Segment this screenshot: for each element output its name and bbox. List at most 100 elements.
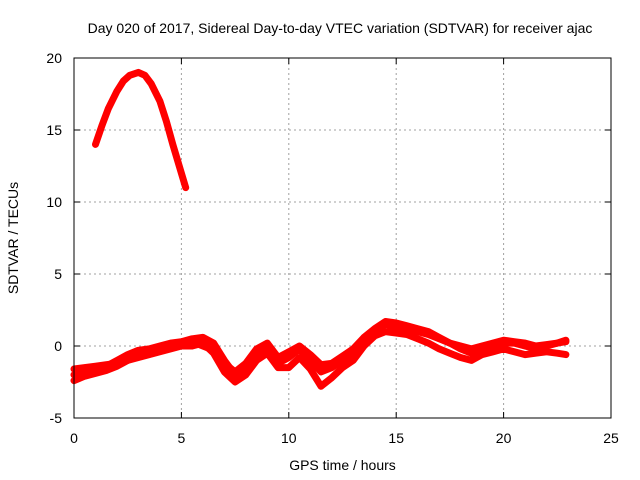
y-tick-label: 15 xyxy=(46,122,62,138)
data-point xyxy=(468,357,475,364)
data-point xyxy=(264,350,271,357)
data-point xyxy=(414,325,421,332)
data-point xyxy=(425,328,432,335)
plot-frame xyxy=(73,57,612,419)
data-point xyxy=(221,360,228,367)
data-point xyxy=(562,337,570,344)
data-point xyxy=(339,352,346,360)
data-point xyxy=(543,341,550,348)
data-point xyxy=(92,362,99,370)
data-point xyxy=(156,98,164,105)
data-point xyxy=(188,338,196,345)
data-point xyxy=(210,347,217,354)
data-point xyxy=(435,345,443,353)
data-point xyxy=(360,334,368,341)
data-point xyxy=(141,72,149,79)
data-point xyxy=(468,345,475,353)
x-tick-label: 5 xyxy=(178,430,186,446)
x-tick-label: 15 xyxy=(388,430,404,446)
data-point xyxy=(105,105,112,112)
data-point xyxy=(178,339,185,347)
axis-ticks: 0 5 10 15 20 25 -5 0 5 10 15 20 xyxy=(46,50,619,446)
data-point xyxy=(307,365,314,373)
data-point xyxy=(285,364,292,371)
data-point xyxy=(521,339,529,347)
data-point xyxy=(145,348,153,355)
data-point xyxy=(328,360,335,367)
data-point xyxy=(414,335,421,342)
y-tick-label: 20 xyxy=(46,50,62,66)
chart-title: Day 020 of 2017, Sidereal Day-to-day VTE… xyxy=(88,20,593,36)
data-point xyxy=(489,339,497,347)
data-point xyxy=(126,72,134,79)
data-point xyxy=(317,361,325,368)
data-point xyxy=(135,351,142,358)
data-point xyxy=(350,345,357,353)
data-point xyxy=(435,334,443,341)
data-point xyxy=(328,374,335,381)
data-point xyxy=(81,364,88,371)
data-point xyxy=(457,354,464,361)
y-tick-label: 10 xyxy=(46,194,62,210)
data-point xyxy=(242,371,250,378)
data-point xyxy=(169,141,177,148)
data-point xyxy=(500,337,507,344)
data-point xyxy=(543,348,550,355)
x-tick-label: 0 xyxy=(70,430,78,446)
data-point xyxy=(163,118,170,125)
y-tick-label: 0 xyxy=(54,338,62,354)
data-point xyxy=(554,339,561,347)
data-point xyxy=(120,77,127,85)
data-point xyxy=(425,339,432,347)
data-point xyxy=(81,373,88,380)
data-point xyxy=(500,345,507,353)
data-point xyxy=(199,342,207,350)
data-point xyxy=(307,351,314,358)
data-point xyxy=(562,351,570,358)
data-point xyxy=(489,348,497,355)
data-point xyxy=(182,184,189,191)
data-point xyxy=(532,350,540,357)
data-point xyxy=(264,339,271,347)
data-point xyxy=(285,348,292,355)
data-point xyxy=(339,364,346,371)
x-axis-title: GPS time / hours xyxy=(289,457,396,473)
data-point xyxy=(317,383,325,390)
data-point xyxy=(382,328,389,335)
data-point xyxy=(317,368,325,376)
series-layer xyxy=(70,68,570,390)
data-point xyxy=(554,350,561,357)
data-point xyxy=(253,345,260,353)
data-point xyxy=(98,122,106,129)
data-point xyxy=(382,318,389,325)
data-point xyxy=(521,351,529,358)
data-point xyxy=(393,319,400,327)
data-point xyxy=(103,367,110,374)
series-arc-1 xyxy=(92,68,190,192)
y-tick-label: 5 xyxy=(54,266,62,282)
data-point xyxy=(511,338,518,345)
data-point xyxy=(124,357,131,364)
x-tick-label: 20 xyxy=(496,430,512,446)
data-point xyxy=(135,69,142,76)
data-point xyxy=(532,342,540,350)
data-point xyxy=(167,342,174,350)
data-point xyxy=(511,348,518,355)
data-point xyxy=(393,329,400,337)
data-point xyxy=(221,368,228,376)
data-point xyxy=(371,325,378,332)
data-point xyxy=(274,364,282,371)
data-point xyxy=(210,339,217,347)
data-point xyxy=(113,360,121,367)
data-point xyxy=(296,342,303,350)
data-point xyxy=(156,345,164,353)
series-arc-4 xyxy=(70,318,570,376)
x-tick-label: 25 xyxy=(603,430,619,446)
y-tick-label: -5 xyxy=(50,410,63,426)
x-tick-label: 10 xyxy=(281,430,297,446)
data-point xyxy=(478,351,486,358)
data-point xyxy=(274,354,282,361)
data-point xyxy=(478,342,486,350)
data-point xyxy=(231,378,239,386)
